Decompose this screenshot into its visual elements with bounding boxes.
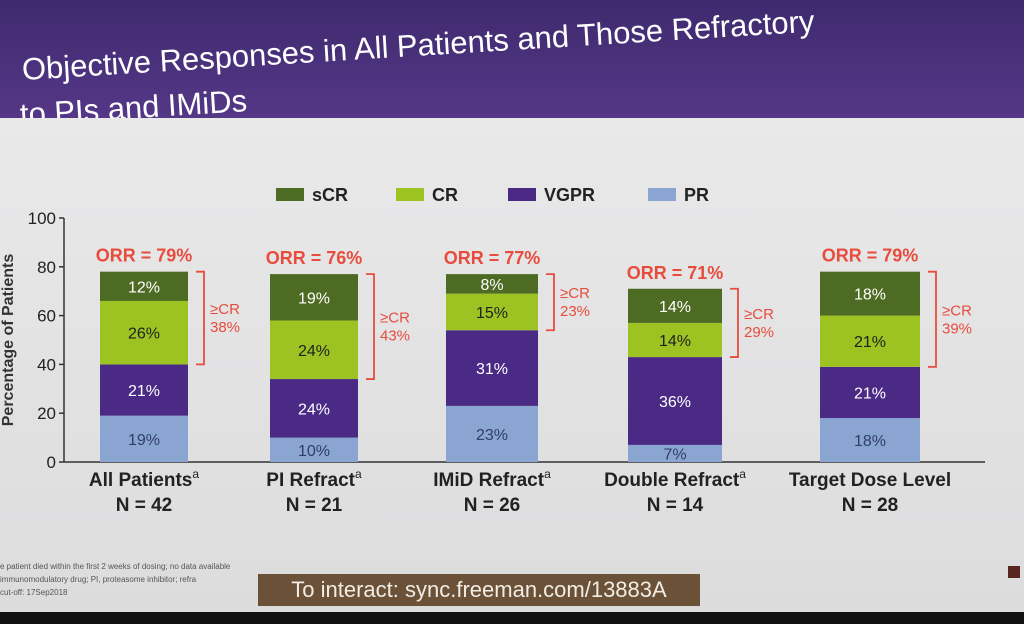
orr-label: ORR = 79%	[96, 246, 193, 266]
footnote-line: immunomodulatory drug; PI, proteasome in…	[0, 575, 197, 584]
bar-segment-vgpr	[628, 357, 722, 445]
data-label-vgpr: 36%	[659, 394, 691, 411]
data-label-pr: 18%	[854, 433, 886, 450]
ge-cr-bracket	[546, 273, 555, 332]
bar-segment-cr	[628, 322, 722, 358]
data-label-cr: 14%	[659, 333, 691, 350]
category-label: Target Dose Level	[789, 470, 951, 491]
legend-swatch-cr	[396, 188, 424, 201]
bar-segment-scr	[820, 271, 920, 316]
bar-segment-pr	[628, 444, 722, 462]
ge-cr-label: ≥CR	[942, 302, 972, 319]
bar-segment-vgpr	[820, 366, 920, 419]
y-tick-label: 60	[37, 307, 56, 326]
ge-cr-label: ≥CR	[560, 285, 590, 302]
orr-label: ORR = 76%	[266, 248, 363, 268]
data-label-scr: 14%	[659, 299, 691, 316]
footnote-line: e patient died within the first 2 weeks …	[0, 562, 231, 571]
screen-bottom-edge	[0, 612, 1024, 624]
data-label-vgpr: 31%	[476, 361, 508, 378]
data-label-cr: 26%	[128, 326, 160, 343]
data-label-scr: 19%	[298, 290, 330, 307]
data-label-vgpr: 21%	[854, 385, 886, 402]
legend-swatch-scr	[276, 188, 304, 201]
bar-segment-cr	[270, 320, 358, 380]
bar-segment-pr	[820, 418, 920, 462]
slide-title-line1: Objective Responses in All Patients and …	[20, 3, 816, 87]
category-n-label: N = 14	[647, 495, 704, 516]
bar-segment-vgpr	[270, 379, 358, 438]
data-label-scr: 8%	[480, 277, 503, 294]
category-label: All Patientsa	[89, 467, 199, 491]
data-label-vgpr: 24%	[298, 401, 330, 418]
data-label-scr: 12%	[128, 279, 160, 296]
ge-cr-bracket	[730, 287, 739, 358]
y-tick-label: 40	[37, 355, 56, 374]
data-label-vgpr: 21%	[128, 383, 160, 400]
bar-segment-pr	[100, 415, 188, 462]
bar-segment-vgpr	[446, 330, 538, 406]
ge-cr-bracket	[196, 270, 205, 366]
legend-label-scr: sCR	[312, 185, 348, 205]
orr-label: ORR = 79%	[822, 246, 919, 266]
data-label-cr: 15%	[476, 305, 508, 322]
bar-segment-cr	[100, 300, 188, 365]
legend-label-pr: PR	[684, 185, 709, 205]
legend-swatch-pr	[648, 188, 676, 201]
category-n-label: N = 26	[464, 495, 521, 516]
category-n-label: N = 21	[286, 495, 343, 516]
category-n-label: N = 28	[842, 495, 899, 516]
legend-swatch-vgpr	[508, 188, 536, 201]
bar-segment-cr	[820, 315, 920, 367]
data-label-pr: 7%	[663, 446, 686, 463]
bar-segment-scr	[270, 274, 358, 321]
ge-cr-value: 39%	[942, 320, 972, 337]
orr-label: ORR = 77%	[444, 248, 541, 268]
ge-cr-value: 23%	[560, 303, 590, 320]
y-tick-label: 20	[37, 404, 56, 423]
data-label-cr: 24%	[298, 343, 330, 360]
data-label-cr: 21%	[854, 334, 886, 351]
ge-cr-label: ≥CR	[210, 301, 240, 318]
category-n-label: N = 42	[116, 495, 173, 516]
corner-logo-icon	[1008, 566, 1020, 578]
ge-cr-bracket	[366, 273, 375, 380]
y-tick-label: 80	[37, 258, 56, 277]
orr-label: ORR = 71%	[627, 263, 724, 283]
bar-segment-pr	[270, 437, 358, 462]
ge-cr-label: ≥CR	[380, 310, 410, 327]
bar-segment-pr	[446, 405, 538, 462]
bar-segment-scr	[446, 274, 538, 294]
footnotes: e patient died within the first 2 weeks …	[0, 560, 300, 599]
bar-segment-vgpr	[100, 364, 188, 416]
legend-label-vgpr: VGPR	[544, 185, 595, 205]
category-label: PI Refracta	[266, 467, 362, 491]
ge-cr-bracket	[928, 270, 937, 368]
data-label-pr: 19%	[128, 432, 160, 449]
ge-cr-value: 29%	[744, 324, 774, 341]
bar-segment-scr	[628, 288, 722, 323]
y-tick-label: 0	[47, 453, 56, 472]
legend-label-cr: CR	[432, 185, 458, 205]
ge-cr-value: 43%	[380, 328, 410, 345]
interact-banner[interactable]: To interact: sync.freeman.com/13883A	[258, 574, 700, 606]
bar-segment-scr	[100, 271, 188, 301]
category-label: Double Refracta	[604, 467, 746, 491]
bar-segment-cr	[446, 293, 538, 331]
y-tick-label: 100	[28, 209, 56, 228]
data-label-pr: 10%	[298, 443, 330, 460]
ge-cr-label: ≥CR	[744, 306, 774, 323]
data-label-scr: 18%	[854, 287, 886, 304]
y-axis-title: Percentage of Patients	[0, 254, 17, 427]
ge-cr-value: 38%	[210, 319, 240, 336]
slide-content: 0 20 40 60 80 100 Percentage of Patients sCR CR V…	[0, 118, 1024, 613]
stacked-bar-chart: 0 20 40 60 80 100 Percentage of Patients sCR CR V…	[0, 185, 985, 516]
category-label: IMiD Refracta	[433, 467, 551, 491]
data-label-pr: 23%	[476, 427, 508, 444]
footnote-line: cut-off: 17Sep2018	[0, 588, 68, 597]
